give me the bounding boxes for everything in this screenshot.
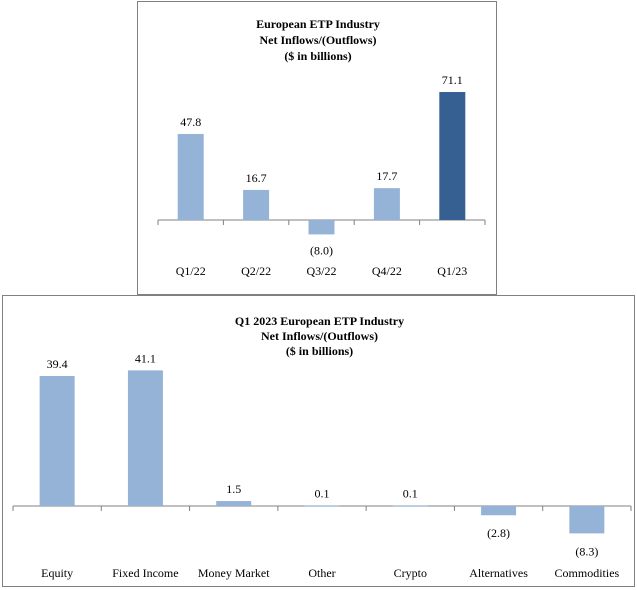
category-label: Commodities <box>555 566 620 580</box>
data-label: 17.7 <box>376 169 397 183</box>
data-label: (2.8) <box>487 526 510 540</box>
chart-quarterly: European ETP Industry Net Inflows/(Outflo… <box>157 17 486 278</box>
data-label: 71.1 <box>442 73 463 87</box>
category-label: Q2/22 <box>241 264 271 278</box>
data-label: 1.5 <box>226 482 241 496</box>
category-label: Q3/22 <box>307 264 337 278</box>
data-label: (8.0) <box>310 243 333 257</box>
bar-alternatives <box>481 506 517 516</box>
data-label: 16.7 <box>246 171 267 185</box>
category-label: Q1/22 <box>176 264 206 278</box>
chart-title-line: Q1 2023 European ETP Industry <box>235 314 404 328</box>
category-label: Crypto <box>394 566 427 580</box>
bar-q1-23 <box>439 92 466 220</box>
chart-title-line: Net Inflows/(Outflows) <box>261 329 378 343</box>
category-label: Fixed Income <box>112 566 178 580</box>
bar-commodities <box>569 506 605 534</box>
category-label: Alternatives <box>469 566 528 580</box>
chart-title-line: European ETP Industry <box>256 17 380 31</box>
data-label: (8.3) <box>575 544 598 558</box>
category-label: Other <box>308 566 335 580</box>
bar-crypto <box>392 505 428 507</box>
data-label: 47.8 <box>180 115 201 129</box>
chart-title-line: ($ in billions) <box>286 344 353 358</box>
data-label: 0.1 <box>403 487 418 501</box>
data-label: 0.1 <box>315 487 330 501</box>
data-label: 41.1 <box>135 351 156 365</box>
bar-q1-22 <box>177 133 204 220</box>
bar-other <box>304 505 340 507</box>
data-label: 39.4 <box>47 357 68 371</box>
chart-category-panel: Q1 2023 European ETP Industry Net Inflows… <box>2 295 635 587</box>
chart-title-line: ($ in billions) <box>284 49 351 63</box>
chart-title-line: Net Inflows/(Outflows) <box>260 33 377 47</box>
category-label: Q1/23 <box>437 264 467 278</box>
category-label: Money Market <box>198 566 270 580</box>
category-label: Equity <box>41 566 73 580</box>
bar-q3-22 <box>308 220 335 235</box>
bar-equity <box>39 375 75 506</box>
bar-money-market <box>216 501 252 506</box>
chart-quarterly-panel: European ETP Industry Net Inflows/(Outflo… <box>137 1 497 295</box>
category-label: Q4/22 <box>372 264 402 278</box>
bar-q2-22 <box>243 189 270 220</box>
bar-q4-22 <box>373 188 400 220</box>
bar-fixed-income <box>127 370 163 506</box>
